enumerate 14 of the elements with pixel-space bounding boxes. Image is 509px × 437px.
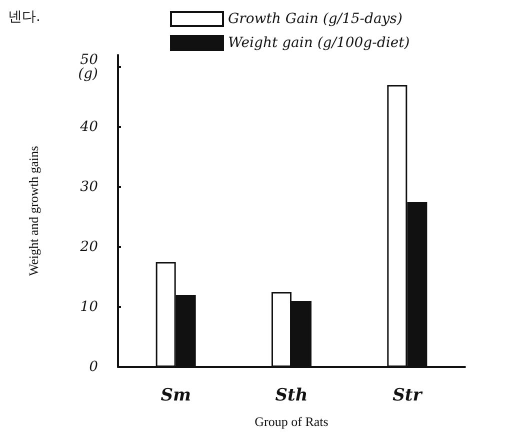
y-tick-label: 30 — [80, 179, 98, 195]
y-tick-label: 10 — [80, 299, 98, 315]
x-tick-label: Sm — [160, 386, 191, 406]
y-tick-label: 20 — [79, 239, 98, 255]
text: 넨다. — [8, 9, 40, 25]
x-axis-title: Group of Rats — [254, 414, 328, 429]
legend-label: Weight gain (g/100g-diet) — [228, 35, 410, 51]
x-tick-label: Str — [392, 386, 423, 406]
legend-label: Growth Gain (g/15-days) — [228, 11, 402, 27]
y-tick-label: 50 (g) — [78, 52, 98, 82]
y-tick-label: 40 — [79, 119, 98, 135]
y-tick-label: 0 — [89, 359, 98, 375]
x-tick-label: Sth — [275, 386, 308, 406]
y-axis-title: Weight and growth gains — [26, 146, 41, 276]
